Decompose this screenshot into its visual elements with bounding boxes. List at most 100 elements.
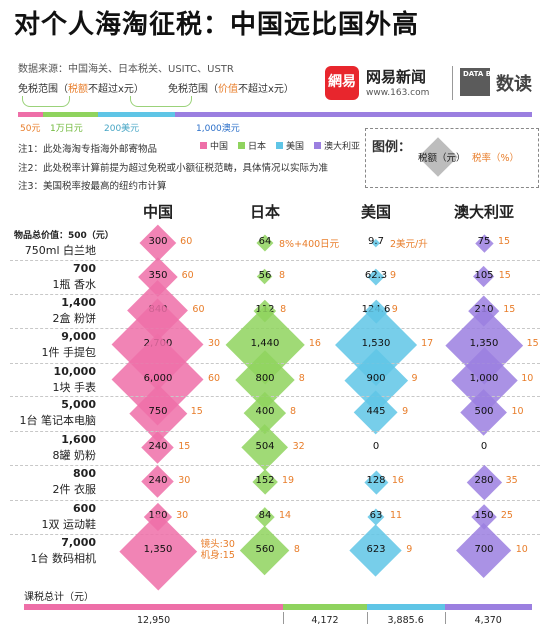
tax-rate-china: 60 (181, 270, 194, 281)
tax-amount-australia: 280 (474, 475, 494, 486)
legend-australia: 澳大利亚 (324, 142, 361, 152)
tax-amount-china: 350 (148, 270, 168, 281)
tax-amount-china: 1,350 (143, 544, 173, 555)
tax-rate-australia: 15 (498, 270, 511, 281)
row-value-label: 物品总价值：500（元） (14, 231, 114, 241)
brand-url: www.163.com (366, 88, 430, 98)
brand-name: 网易新闻 (366, 68, 427, 86)
tax-rate-japan: 16 (308, 338, 321, 349)
tax-amount-australia: 1,000 (469, 373, 499, 384)
tax-amount-usa: 445 (366, 406, 386, 417)
row-item-name: 750ml 白兰地 (24, 244, 96, 257)
tax-rate-australia: 35 (505, 475, 518, 486)
tax-rate-usa: 9 (411, 373, 418, 384)
row-value: 5,000 (61, 398, 96, 411)
data-source: 数据来源：中国海关、日本税关、USITC、USTR (18, 64, 234, 75)
total-segment-china (24, 604, 284, 610)
tax-amount-australia: 700 (474, 544, 494, 555)
total-segment-australia (444, 604, 532, 610)
tax-amount-china: 6,000 (143, 373, 173, 384)
row-value: 800 (73, 467, 96, 480)
column-header-usa: 美国 (360, 203, 391, 221)
tax-rate-usa: 2美元/升 (390, 239, 428, 250)
total-value-australia: 4,370 (474, 615, 502, 626)
datablog-badge: DATA BLOG (460, 68, 507, 96)
page-title: 对个人海淘征税：中国远比国外高 (14, 10, 420, 40)
tax-rate-japan: 8 (280, 304, 287, 315)
total-value-japan: 4,172 (311, 615, 339, 626)
row-item-name: 1台 笔记本电脑 (19, 414, 97, 427)
tax-amount-japan: 400 (255, 406, 275, 417)
tax-amount-australia: 150 (474, 510, 494, 521)
tax-rate-usa: 9 (391, 304, 398, 315)
row-item-name: 1台 数码相机 (30, 552, 97, 565)
legend-usa: 美国 (286, 142, 305, 152)
tax-rate-china: 60 (180, 236, 193, 247)
tax-amount-australia: 105 (474, 270, 494, 281)
tax-amount-japan: 560 (255, 544, 275, 555)
row-separator (10, 534, 540, 535)
column-header-japan: 日本 (249, 203, 280, 221)
tax-amount-japan: 504 (255, 441, 275, 452)
tax-rate-australia: 15 (498, 236, 511, 247)
tax-rate-australia: 25 (500, 510, 513, 521)
bracket-value (130, 96, 192, 107)
total-divider (444, 612, 446, 624)
tax-rate-china: 30 (176, 510, 189, 521)
tax-rate-japan: 8 (298, 373, 305, 384)
row-value: 700 (73, 262, 96, 275)
column-header-china: 中国 (142, 203, 173, 221)
tax-rate-china: 60 (192, 304, 205, 315)
column-header-australia: 澳大利亚 (453, 203, 514, 221)
tax-rate-china: 15 (178, 441, 191, 452)
tax-rate-usa: 9 (406, 544, 413, 555)
tax-amount-china: 300 (148, 236, 168, 247)
tax-amount-australia: 75 (477, 236, 491, 247)
row-value: 9,000 (61, 330, 96, 343)
tax-amount-usa: 1,530 (361, 338, 391, 349)
row-separator (10, 260, 540, 261)
brand-divider (452, 66, 453, 100)
note-1: 注1：此处海淘专指海外邮寄物品 (18, 144, 158, 155)
tax-rate-australia: 10 (515, 544, 528, 555)
tax-rate-usa: 16 (391, 475, 404, 486)
example-amount: 税额（元） (418, 153, 466, 164)
tax-rate-japan: 19 (281, 475, 295, 486)
tax-rate-japan: 8 (279, 270, 286, 281)
tax-rate-china: 30 (208, 338, 221, 349)
tax-rate-japan: 8%+400日元 (279, 239, 340, 250)
tax-rate-usa: 9 (390, 270, 397, 281)
total-segment-japan (283, 604, 367, 610)
row-separator (10, 396, 540, 397)
note-2: 注2：此处税率计算前提为超过免税或小额征税范畴，具体情况以实际为准 (18, 163, 329, 174)
row-item-name: 1件 手提包 (41, 346, 97, 359)
row-separator (10, 465, 540, 466)
bracket-tax (22, 96, 70, 107)
example-box (365, 128, 539, 188)
tax-rate-usa: 9 (402, 406, 409, 417)
tax-rate-australia: 15 (503, 304, 516, 315)
row-value: 1,600 (61, 433, 96, 446)
row-value: 10,000 (53, 365, 96, 378)
legend-japan: 日本 (248, 142, 267, 152)
total-divider (366, 612, 368, 624)
tax-rate-china: 30 (178, 475, 191, 486)
tax-rate-china: 60 (208, 373, 221, 384)
row-separator (10, 500, 540, 501)
datablog-name: 数读 (496, 74, 532, 95)
total-divider (283, 612, 285, 624)
scale-label-3: 200美元 (104, 124, 140, 134)
tax-rate-japan: 32 (292, 441, 305, 452)
tax-amount-australia: 0 (480, 441, 488, 452)
tax-rate-japan: 14 (279, 510, 292, 521)
tax-amount-usa: 0 (372, 441, 380, 452)
tax-rate-china: 15 (190, 406, 203, 417)
tax-amount-japan: 152 (255, 475, 275, 486)
legend-china: 中国 (210, 142, 229, 152)
totals-title: 课税总计（元） (24, 592, 94, 603)
tax-rate-usa: 11 (390, 510, 403, 521)
total-segment-usa (366, 604, 445, 610)
tax-amount-usa: 9.7 (368, 236, 384, 247)
netease-logo: 網易 (325, 66, 359, 100)
